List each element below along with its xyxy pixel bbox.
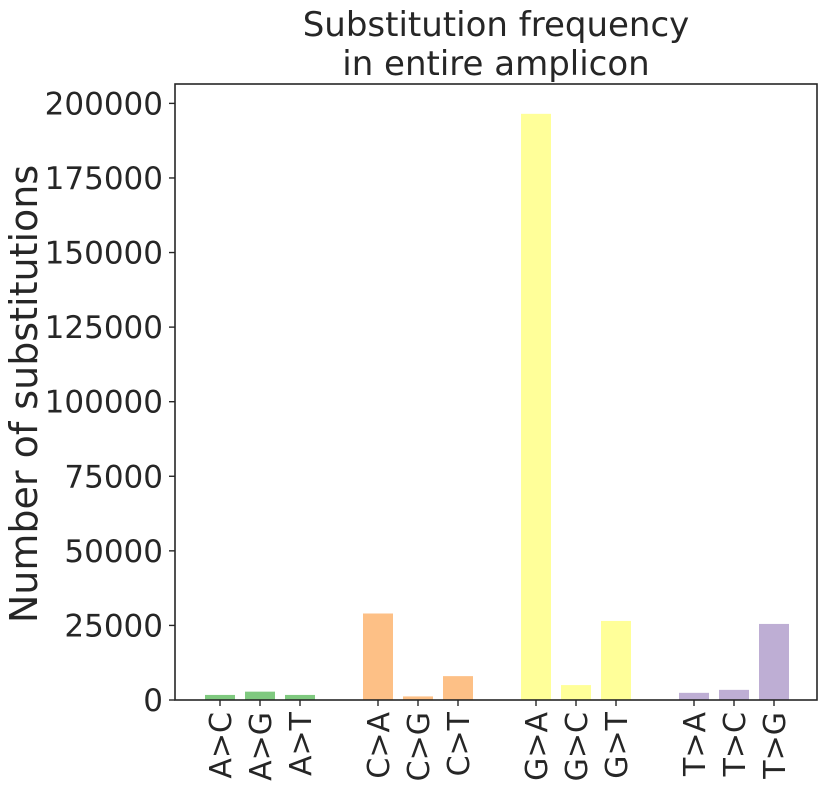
bar-A-to-G [245,691,275,700]
bar-A-to-C [205,694,235,700]
chart-title-line-1: Substitution frequency [303,5,690,45]
y-tick-label: 100000 [45,385,163,421]
bar-T-to-G [759,623,789,700]
bar-G-to-C [561,685,591,700]
x-tick-label: G>A [520,712,555,781]
chart-title-line-2: in entire amplicon [342,44,649,84]
y-axis-label: Number of substitutions [2,165,46,623]
bar-T-to-C [719,689,749,700]
plot-frame [174,83,818,701]
bar-C-to-G [403,696,433,700]
bar-C-to-A [363,613,393,700]
y-axis-ticks: 0 25000 50000 75000 100000 125000 150000 175000… [45,86,175,719]
bars-layer [205,113,789,700]
x-tick-label: C>A [362,712,397,779]
x-tick-label: T>C [718,712,753,777]
y-tick-label: 125000 [45,310,163,346]
bar-C-to-T [443,676,473,700]
y-tick-label: 50000 [64,534,163,570]
x-tick-label: C>T [442,711,477,776]
bar-T-to-A [679,692,709,700]
x-tick-label: G>C [560,712,595,781]
x-tick-label: A>C [204,712,239,779]
x-tick-label: A>G [244,712,279,781]
y-tick-label: 200000 [45,86,163,122]
y-tick-label: 150000 [45,236,163,272]
bar-A-to-T [285,694,315,700]
bar-G-to-T [601,620,631,700]
y-tick-label: 0 [143,683,163,719]
x-tick-label: A>T [284,711,319,776]
x-tick-label: G>T [600,711,635,778]
y-tick-label: 175000 [45,161,163,197]
x-axis-ticks: A>C A>G A>T C>A C>G C>T G>A G>C G>T T>A T>C T>G [204,700,793,781]
x-tick-label: T>G [758,712,793,780]
bar-G-to-A [521,113,551,700]
y-tick-label: 75000 [64,459,163,495]
y-tick-label: 25000 [64,608,163,644]
x-tick-label: C>G [402,712,437,781]
x-tick-label: T>A [678,712,713,777]
